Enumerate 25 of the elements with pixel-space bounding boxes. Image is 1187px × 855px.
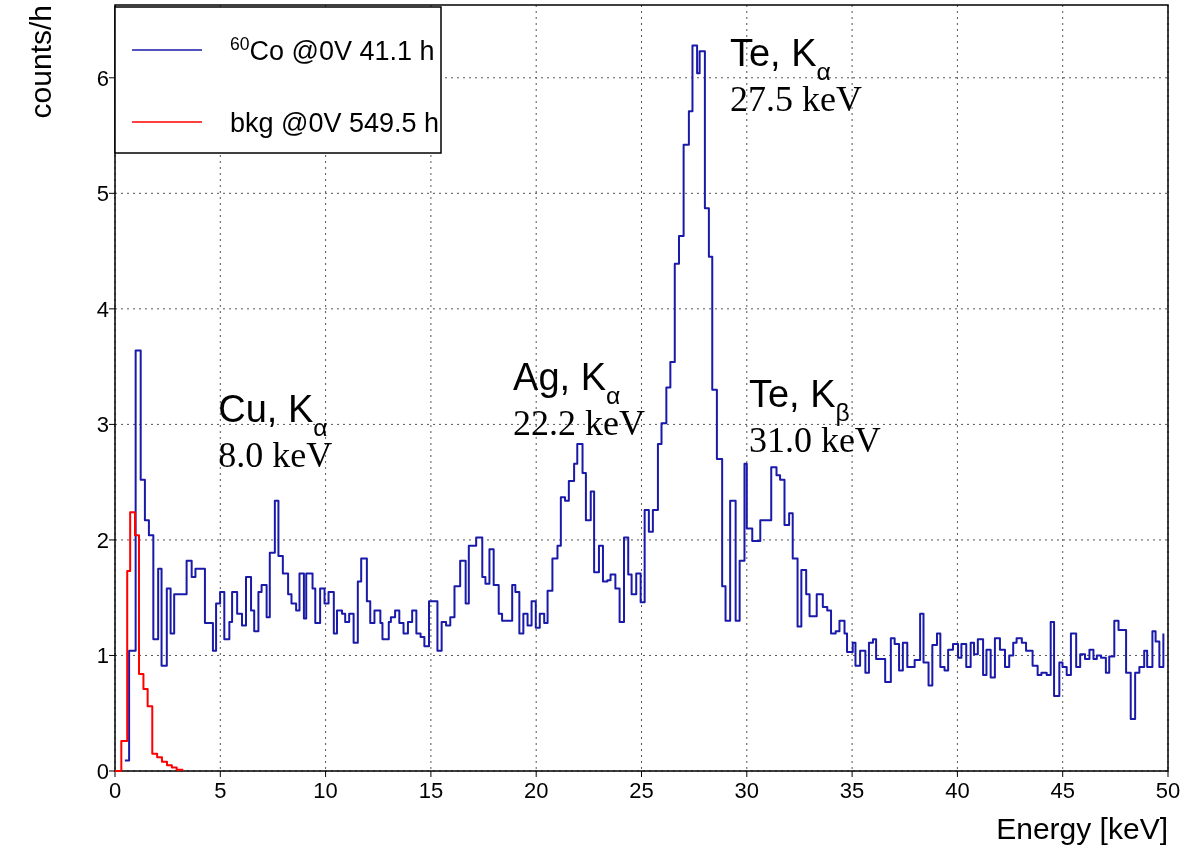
y-tick-label: 5 (96, 181, 109, 207)
legend-label: $^{60}$Co @0V 41.1 h (230, 34, 435, 66)
y-tick-label: 0 (96, 759, 109, 784)
y-tick-label: 1 (96, 643, 109, 669)
annotation: Te, K$_{α}$ 27.5 keV (729, 32, 862, 120)
y-axis-title: counts/h (24, 5, 57, 119)
x-tick-label: 40 (945, 778, 970, 803)
x-tick-label: 25 (629, 778, 654, 803)
x-tick-label: 5 (214, 778, 227, 803)
y-tick-label: 6 (96, 65, 109, 91)
x-axis-title: Energy [keV] (996, 812, 1168, 845)
annotation: Ag, K$_{α}$ 22.2 keV (513, 355, 646, 443)
x-tick-label: 20 (523, 778, 549, 803)
annotation: Cu, K$_{α}$ 8.0 keV (218, 388, 333, 476)
y-tick-label: 3 (96, 412, 109, 438)
x-tick-label: 30 (734, 778, 760, 803)
annotation: Te, K$_{β}$ 31.0 keV (748, 373, 881, 461)
legend-label: bkg @0V 549.5 h (230, 108, 440, 138)
y-tick-label: 4 (96, 296, 109, 322)
x-tick-label: 50 (1155, 778, 1181, 803)
x-tick-label: 10 (313, 778, 338, 803)
x-tick-label: 35 (839, 778, 865, 803)
x-tick-label: 45 (1050, 778, 1075, 803)
x-tick-label: 15 (418, 778, 444, 803)
y-tick-label: 2 (96, 527, 109, 553)
